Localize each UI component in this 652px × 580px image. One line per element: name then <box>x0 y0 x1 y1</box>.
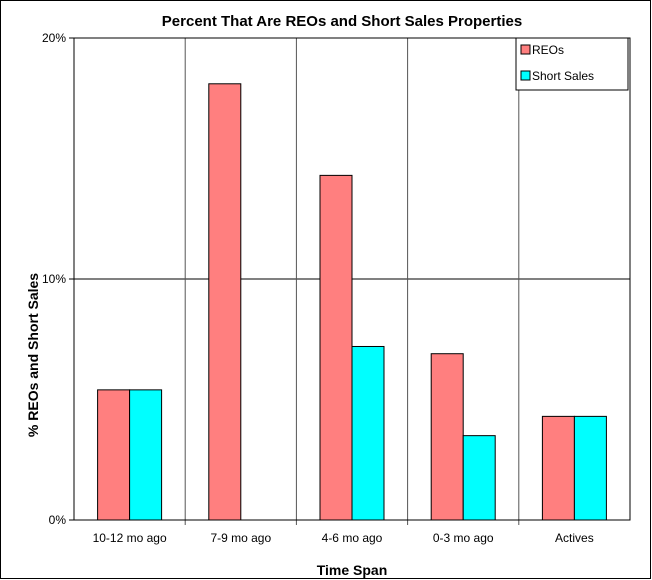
bar-reos <box>541 415 575 521</box>
y-axis-title: % REOs and Short Sales <box>25 273 41 437</box>
x-tick-label: 10-12 mo ago <box>93 531 167 545</box>
bar-reos <box>319 174 353 521</box>
legend-label: Short Sales <box>532 69 594 83</box>
legend-items: REOs Short Sales <box>520 43 594 83</box>
bar-short-sales <box>129 389 163 521</box>
bar-short-sales <box>462 435 496 521</box>
x-tick-label: 7-9 mo ago <box>210 531 271 545</box>
x-tick-label: 0-3 mo ago <box>433 531 494 545</box>
legend-label: REOs <box>532 43 564 57</box>
y-tick-labels: 0% 10% 20% <box>42 31 66 527</box>
legend-box <box>515 37 629 91</box>
bar-reos <box>97 389 131 521</box>
legend-swatch-short-sales <box>520 70 531 81</box>
y-tick-label: 20% <box>42 31 66 45</box>
grid-layer <box>69 37 630 525</box>
bars-layer <box>97 83 607 521</box>
bar-short-sales <box>351 345 385 521</box>
legend-swatch-reos <box>520 44 531 55</box>
chart-title: Percent That Are REOs and Short Sales Pr… <box>162 13 522 30</box>
y-tick-label: 10% <box>42 272 66 286</box>
y-tick-label: 0% <box>49 513 67 527</box>
legend: REOs Short Sales <box>515 37 629 91</box>
bar-reos <box>430 353 464 521</box>
x-tick-labels: 10-12 mo ago 7-9 mo ago 4-6 mo ago 0-3 mo a… <box>93 531 594 545</box>
x-tick-label: 4-6 mo ago <box>322 531 383 545</box>
bar-short-sales <box>573 415 607 521</box>
x-tick-label: Actives <box>555 531 594 545</box>
plot-area-border <box>73 37 631 521</box>
bar-reos <box>208 83 242 521</box>
x-axis-title: Time Span <box>317 562 388 578</box>
